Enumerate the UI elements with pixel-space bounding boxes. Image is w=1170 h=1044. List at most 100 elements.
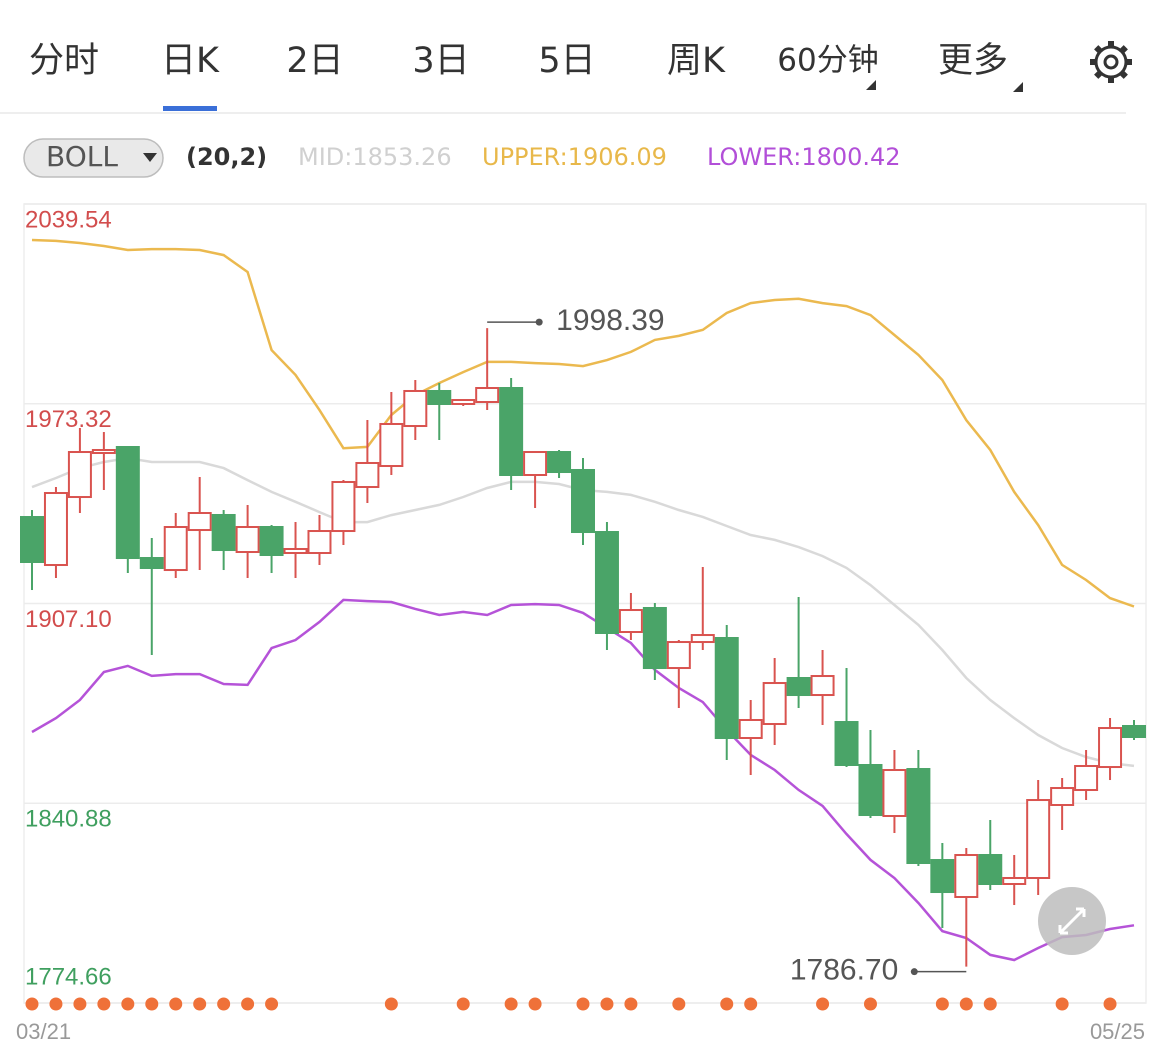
candle-body: [978, 854, 1003, 886]
y-tick-label: 1840.88: [25, 806, 112, 833]
candle-body: [67, 451, 92, 499]
candle-body: [115, 446, 140, 560]
candle-body: [954, 854, 979, 899]
plot: 1774.66 1840.88 1907.10 1973.32 2039.54 1998.…: [16, 203, 1146, 1044]
x-tick-label: 05/25: [1090, 1019, 1145, 1044]
event-dot: [959, 997, 973, 1011]
low-dot: [910, 968, 918, 976]
tab[interactable]: 日K: [161, 41, 220, 81]
mid-value: MID:1853.26: [298, 143, 452, 171]
candle-body: [331, 480, 356, 533]
event-dot: [504, 997, 518, 1011]
expand-button[interactable]: [1038, 887, 1106, 955]
candle-body: [307, 530, 332, 555]
candle-body: [618, 609, 643, 634]
candle-body: [187, 512, 212, 532]
gear-ring: [1094, 45, 1128, 79]
candle-body: [858, 764, 883, 817]
active-tab-underline: [163, 106, 217, 111]
candle-body: [20, 516, 44, 563]
gear-teeth: [1090, 41, 1132, 83]
event-dot: [456, 997, 470, 1011]
event-dot: [145, 997, 159, 1011]
candle-body: [762, 682, 787, 726]
tab[interactable]: 周K: [667, 41, 726, 81]
tab[interactable]: 60分钟: [777, 43, 878, 79]
candle-body: [355, 461, 380, 489]
indicator-params: (20,2): [186, 143, 267, 171]
candle-body: [43, 492, 68, 567]
candle-body: [930, 859, 955, 894]
indicator-pill: [23, 138, 164, 178]
candle-body: [1074, 764, 1099, 792]
event-dot: [983, 997, 997, 1011]
event-dot: [672, 997, 686, 1011]
candle-body: [1098, 727, 1123, 769]
indicator-name: BOLL: [46, 140, 118, 173]
candle-body: [139, 557, 164, 569]
tab[interactable]: 5日: [538, 41, 595, 81]
candle-body: [1122, 724, 1146, 739]
candle-body: [594, 531, 619, 635]
x-tick-label: 03/21: [16, 1019, 71, 1044]
y-tick-label: 1973.32: [25, 406, 112, 433]
high-dot: [535, 318, 543, 326]
candle-body: [235, 526, 260, 554]
candle-body: [475, 387, 500, 404]
event-dot: [576, 997, 590, 1011]
indicator-selector[interactable]: BOLL: [23, 138, 164, 178]
dropdown-arrow: [143, 153, 157, 162]
high-annotation: 1998.39: [556, 304, 664, 337]
event-dot: [217, 997, 231, 1011]
candle-body: [379, 422, 404, 468]
candle-body: [499, 387, 524, 476]
tab[interactable]: 分时: [29, 41, 99, 81]
event-dot: [265, 997, 279, 1011]
event-dot: [600, 997, 614, 1011]
y-tick-label: 2039.54: [25, 206, 112, 233]
candle-body: [163, 526, 188, 572]
event-dot: [241, 997, 255, 1011]
tab[interactable]: 2日: [286, 41, 343, 81]
candle-body: [642, 606, 667, 670]
event-dot: [49, 997, 63, 1011]
candle-body: [523, 451, 548, 476]
candle-body: [211, 513, 236, 552]
event-dot: [73, 997, 87, 1011]
low-annotation: 1786.70: [790, 954, 898, 987]
candle-body: [283, 547, 308, 555]
event-dot: [121, 997, 135, 1011]
candle-body: [259, 526, 284, 556]
event-dot: [744, 997, 758, 1011]
candle-body: [403, 389, 428, 428]
tab[interactable]: 3日: [412, 41, 469, 81]
dropdown-corner: [1013, 82, 1023, 92]
candle-body: [786, 677, 811, 697]
candle-body: [451, 399, 476, 405]
event-dot: [1103, 997, 1117, 1011]
event-dot: [1055, 997, 1069, 1011]
y-tick-label: 1907.10: [25, 606, 112, 633]
candle-body: [547, 451, 572, 474]
settings-button[interactable]: [1090, 41, 1132, 83]
candle-body: [738, 718, 763, 740]
event-dot: [720, 997, 734, 1011]
event-dot: [193, 997, 207, 1011]
upper-value: UPPER:1906.09: [482, 143, 667, 171]
dropdown-corner: [866, 80, 876, 90]
candle-body: [906, 768, 931, 865]
candle-body: [1002, 876, 1027, 886]
candle-body: [427, 389, 452, 405]
event-dot: [816, 997, 830, 1011]
candle-body: [1026, 799, 1051, 879]
boll-line: [31, 238, 1135, 608]
candle-body: [882, 769, 907, 818]
event-dot: [25, 997, 39, 1011]
candle-body: [834, 721, 859, 767]
expand-icon: [1058, 907, 1086, 935]
tab[interactable]: 更多: [938, 41, 1008, 81]
event-dot: [384, 997, 398, 1011]
candle-body: [690, 634, 715, 644]
